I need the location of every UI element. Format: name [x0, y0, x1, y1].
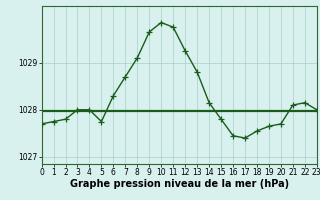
X-axis label: Graphe pression niveau de la mer (hPa): Graphe pression niveau de la mer (hPa): [70, 179, 289, 189]
